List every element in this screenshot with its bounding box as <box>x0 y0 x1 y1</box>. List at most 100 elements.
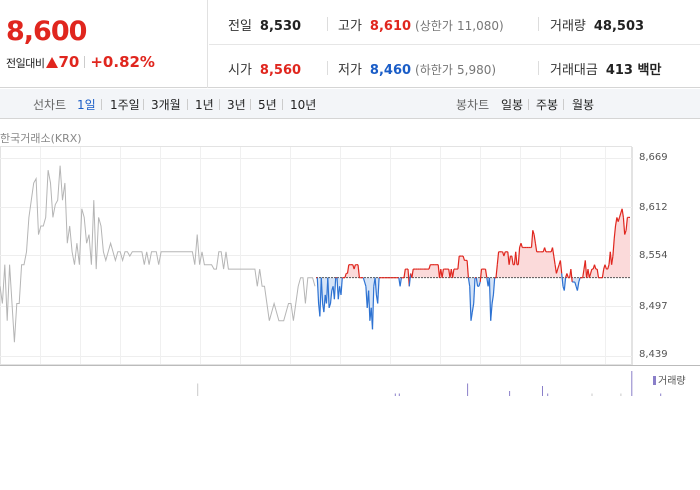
today-line-segment <box>553 256 556 265</box>
today-line-segment <box>329 290 333 304</box>
today-line-segment <box>566 273 569 278</box>
today-line-segment <box>408 273 412 287</box>
y-tick-0: 8,669 <box>639 152 668 163</box>
tab-3m[interactable]: 3개월 <box>151 98 181 112</box>
today-line-segment <box>475 277 479 287</box>
volume-legend: 거래량 <box>653 372 686 387</box>
stat-volume: 거래량 48,503 <box>550 15 644 34</box>
divider <box>538 17 539 31</box>
open-label: 시가 <box>228 63 252 78</box>
today-line-segment <box>469 286 472 321</box>
today-line-segment <box>559 260 563 274</box>
today-line-segment <box>457 256 460 270</box>
up-arrow-icon <box>46 57 59 68</box>
stat-high: 고가 8,610 (상한가 11,080) <box>338 19 504 34</box>
today-down-fill <box>316 277 630 330</box>
tab-10y[interactable]: 10년 <box>290 98 317 112</box>
stat-prev-close: 전일 8,530 <box>228 15 301 34</box>
today-line-segment <box>557 264 560 270</box>
today-line-segment <box>488 277 492 321</box>
today-line-segment <box>578 277 581 283</box>
divider <box>219 99 220 110</box>
today-line-segment <box>561 273 564 287</box>
divider <box>187 99 188 110</box>
divider <box>528 99 529 110</box>
today-line-segment <box>327 277 330 308</box>
stat-low: 저가 8,460 (하한가 5,980) <box>338 63 497 78</box>
change-label: 전일대비 <box>6 57 45 70</box>
today-line-segment <box>517 247 521 265</box>
today-line-segment <box>399 277 402 287</box>
tab-1d[interactable]: 1일 <box>77 98 96 112</box>
today-line-segment <box>534 243 538 252</box>
tab-1w[interactable]: 1주일 <box>110 98 140 112</box>
price-box: 8,600 전일대비 70 +0.82% <box>0 0 208 88</box>
today-line-segment <box>625 217 628 231</box>
divider <box>538 61 539 75</box>
today-line-segment <box>467 277 471 287</box>
today-line-segment <box>411 269 414 278</box>
change-percent: +0.82% <box>90 53 155 71</box>
volume-bar <box>197 383 199 396</box>
today-line-segment <box>593 264 597 270</box>
today-line-segment <box>563 277 567 291</box>
volume-bar <box>631 371 633 396</box>
upper-limit-value: 11,080 <box>457 19 499 33</box>
today-line-segment <box>495 264 498 278</box>
divider <box>101 99 102 110</box>
today-line-segment <box>551 247 555 257</box>
today-line-segment <box>617 217 621 222</box>
stock-summary: 8,600 전일대비 70 +0.82% 전일 8,530 고가 8,610 (상한가 1… <box>0 0 700 88</box>
prev-day-line <box>0 165 316 343</box>
today-line-segment <box>515 251 518 265</box>
today-line-segment <box>604 264 607 270</box>
upper-limit-label: 상한가 <box>419 19 453 33</box>
today-line-segment <box>462 255 466 261</box>
today-line-segment <box>582 269 585 278</box>
today-line-segment <box>340 277 343 295</box>
volume-legend-label: 거래량 <box>658 376 686 387</box>
today-line-segment <box>346 264 350 274</box>
today-line-segment <box>470 312 473 321</box>
divider <box>563 99 564 110</box>
today-line-segment <box>452 269 455 278</box>
low-label: 저가 <box>338 63 362 78</box>
current-price: 8,600 <box>6 16 87 47</box>
volume-label: 거래량 <box>550 19 586 34</box>
tab-3y[interactable]: 3년 <box>227 98 246 112</box>
y-tick-4: 8,439 <box>639 349 668 360</box>
today-line-segment <box>607 264 610 270</box>
today-line-segment <box>357 264 360 278</box>
today-up-fill <box>316 208 630 278</box>
today-line-segment <box>511 256 514 265</box>
today-line-segment <box>484 269 488 278</box>
today-line-segment <box>533 234 536 244</box>
chart-period-bar: 선차트 1일 1주일 3개월 1년 3년 5년 10년 봉차트 일봉 주봉 월봉 <box>0 89 700 119</box>
lower-limit-label: 하한가 <box>419 63 453 77</box>
today-line-segment <box>471 303 475 313</box>
stat-trade-value: 거래대금 413 백만 <box>550 59 661 78</box>
today-line-segment <box>613 225 617 239</box>
today-line-segment <box>624 230 627 235</box>
tab-1y[interactable]: 1년 <box>195 98 214 112</box>
today-line-segment <box>496 251 500 265</box>
today-line-segment <box>520 243 523 248</box>
tab-weekly-candle[interactable]: 주봉 <box>536 98 559 112</box>
divider <box>250 99 251 110</box>
prev-close-value: 8,530 <box>259 19 302 34</box>
tab-5y[interactable]: 5년 <box>258 98 277 112</box>
today-line-segment <box>333 277 337 300</box>
today-line-segment <box>588 273 592 278</box>
today-line-segment <box>328 303 332 308</box>
volume-bar <box>509 391 511 396</box>
volume-bar <box>467 383 469 396</box>
tab-monthly-candle[interactable]: 월봉 <box>572 98 595 112</box>
stat-open: 시가 8,560 <box>228 59 301 78</box>
volume-bar <box>398 393 400 396</box>
today-line-segment <box>492 277 496 295</box>
today-line-segment <box>618 212 622 218</box>
divider <box>282 99 283 110</box>
tab-daily-candle[interactable]: 일봉 <box>501 98 524 112</box>
y-tick-3: 8,497 <box>639 301 668 312</box>
today-line-segment <box>570 269 573 283</box>
